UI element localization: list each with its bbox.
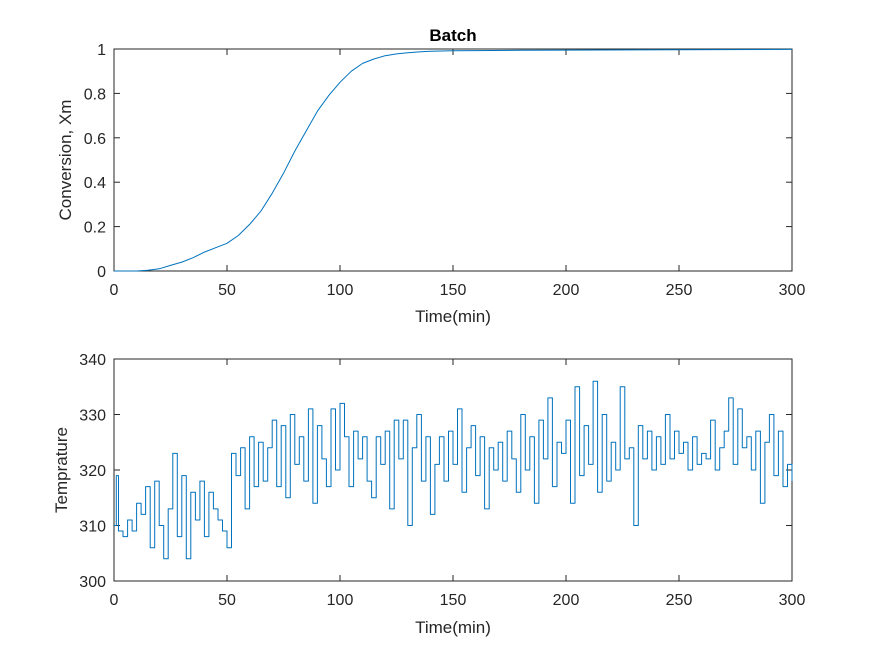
temperature-plot: 0 50 100 150 200 250 300 300 310 320 330 340 Time(m… xyxy=(52,352,805,637)
conversion-ytick-label: 0 xyxy=(97,264,106,281)
temperature-xtick-label: 0 xyxy=(110,592,119,609)
temperature-ytick-label: 340 xyxy=(79,352,106,369)
conversion-plot: 0 50 100 150 200 250 300 0 0.2 0.4 0.6 0.8 1 Batch T… xyxy=(56,26,805,326)
conversion-xtick-label: 100 xyxy=(327,282,354,299)
temperature-xtick-label: 300 xyxy=(779,592,806,609)
temperature-ytick-label: 320 xyxy=(79,463,106,480)
temperature-ytick-label: 300 xyxy=(79,574,106,591)
conversion-xtick-label: 50 xyxy=(218,282,236,299)
temperature-xtick-label: 150 xyxy=(440,592,467,609)
conversion-ytick-label: 0.8 xyxy=(84,86,106,103)
temperature-xtick-label: 200 xyxy=(553,592,580,609)
conversion-plot-title: Batch xyxy=(429,26,476,45)
temperature-plot-xlabel: Time(min) xyxy=(415,618,491,637)
conversion-ytick-label: 0.6 xyxy=(84,131,106,148)
conversion-series-line xyxy=(114,48,793,272)
temperature-plot-ylabel: Temprature xyxy=(52,427,71,513)
conversion-xtick-label: 0 xyxy=(110,282,119,299)
conversion-xtick-label: 250 xyxy=(666,282,693,299)
conversion-plot-xlabel: Time(min) xyxy=(415,307,491,326)
temperature-ytick-label: 330 xyxy=(79,408,106,425)
temperature-ytick-label: 310 xyxy=(79,519,106,536)
conversion-plot-tick-labels: 0 50 100 150 200 250 300 0 0.2 0.4 0.6 0.8 1 xyxy=(84,42,806,299)
temperature-xtick-label: 250 xyxy=(666,592,693,609)
temperature-plot-ticks xyxy=(113,358,793,582)
conversion-ytick-label: 1 xyxy=(97,42,106,59)
conversion-plot-frame xyxy=(113,48,793,272)
conversion-xtick-label: 150 xyxy=(440,282,467,299)
temperature-xtick-label: 50 xyxy=(218,592,236,609)
conversion-ytick-label: 0.4 xyxy=(84,175,106,192)
conversion-plot-ylabel: Conversion, Xm xyxy=(56,100,75,221)
conversion-xtick-label: 200 xyxy=(553,282,580,299)
conversion-ytick-label: 0.2 xyxy=(84,220,106,237)
temperature-plot-tick-labels: 0 50 100 150 200 250 300 300 310 320 330 340 xyxy=(79,352,805,609)
conversion-xtick-label: 300 xyxy=(779,282,806,299)
temperature-series-line xyxy=(114,380,793,560)
temperature-xtick-label: 100 xyxy=(327,592,354,609)
